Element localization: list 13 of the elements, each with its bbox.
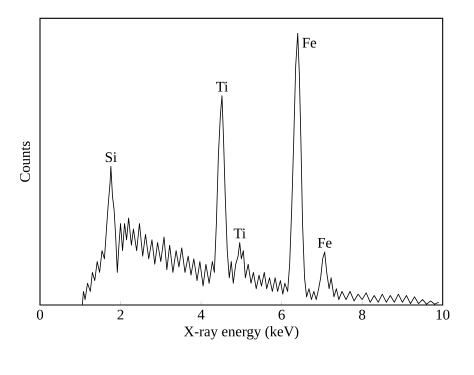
annotation: Ti <box>234 228 246 238</box>
annotation: Ti <box>216 82 228 92</box>
x-axis-title: X-ray energy (keV) <box>184 326 298 340</box>
annotation: Fe <box>318 238 332 248</box>
x-tick-label: 0 <box>36 310 44 320</box>
x-tick-label: 8 <box>359 310 366 320</box>
y-axis-title: Counts <box>20 141 30 182</box>
x-tick-label: 2 <box>118 310 124 320</box>
x-tick-label: 4 <box>198 310 205 320</box>
x-tick-label: 6 <box>278 310 285 320</box>
x-tick-label: 10 <box>436 310 450 320</box>
annotation: Si <box>106 152 117 162</box>
annotation: Fe <box>302 38 316 48</box>
